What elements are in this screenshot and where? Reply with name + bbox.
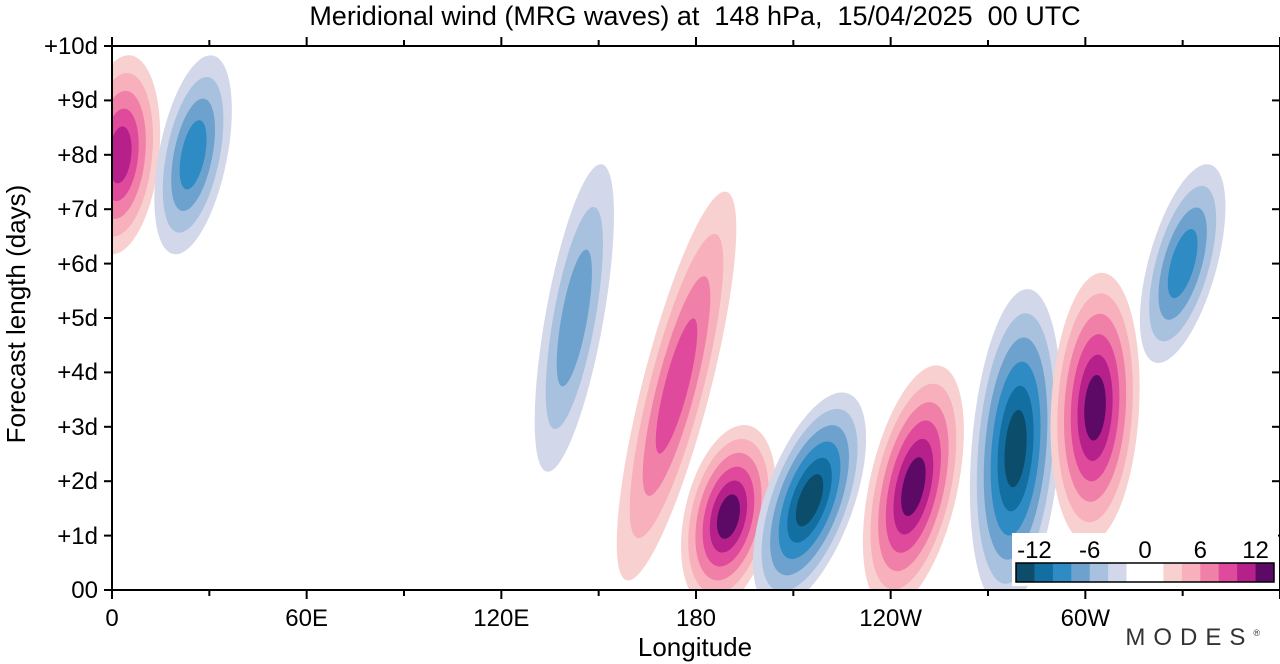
y-tick-label: +1d — [57, 522, 98, 550]
contour-feature-2 — [862, 365, 964, 590]
colorbar-swatch — [1071, 563, 1091, 582]
colorbar-frame — [1015, 562, 1275, 583]
colorbar-swatch — [1034, 563, 1054, 582]
colorbar-tick-label: -12 — [1017, 537, 1052, 564]
x-axis-label: Longitude — [637, 632, 753, 662]
contour-feature-9 — [154, 55, 232, 255]
y-tick-label: 00 — [71, 577, 98, 604]
x-tick-label: 120W — [859, 605, 922, 632]
colorbar-tick-label: -6 — [1079, 537, 1101, 564]
contour-band — [655, 318, 698, 454]
y-tick-label: +9d — [57, 87, 98, 115]
contour-feature-0 — [681, 425, 776, 590]
colorbar-swatch — [1163, 563, 1183, 582]
colorbar-swatch — [1200, 563, 1220, 582]
y-tick-label: +3d — [57, 413, 98, 441]
colorbar-swatch — [1108, 563, 1128, 582]
colorbar-tick-label: 0 — [1138, 537, 1152, 564]
x-tick-label: 180 — [675, 605, 717, 632]
x-tick-label: 0 — [105, 605, 119, 632]
contour-band — [556, 249, 592, 387]
y-tick-label: +4d — [57, 359, 98, 387]
contour-feature-6 — [616, 191, 737, 581]
contour-band — [179, 120, 207, 190]
contour-band — [112, 126, 132, 184]
contour-band — [716, 494, 740, 539]
x-tick-label: 60E — [285, 605, 328, 632]
contour-feature-7 — [534, 164, 614, 472]
y-tick-label: +8d — [57, 141, 98, 169]
colorbar-swatch — [1237, 563, 1257, 582]
colorbar-swatch — [1126, 563, 1146, 582]
colorbar-swatch — [1016, 563, 1035, 582]
contour-feature-4 — [1050, 272, 1140, 543]
colorbar-swatch — [1255, 563, 1275, 582]
x-tick-label: 60W — [1060, 605, 1110, 632]
modes-logo: MODES® — [1125, 624, 1260, 651]
colorbar-swatch — [1089, 563, 1109, 582]
colorbar — [1012, 533, 1278, 586]
y-tick-label: +10d — [43, 33, 98, 60]
colorbar-swatch — [1145, 563, 1164, 582]
contour-feature-3 — [969, 289, 1062, 590]
contour-band — [795, 474, 824, 527]
y-tick-label: +7d — [57, 196, 98, 224]
colorbar-swatch — [1218, 563, 1238, 582]
colorbar-swatch — [1052, 563, 1072, 582]
x-tick-label: 120E — [473, 605, 530, 632]
contour-feature-8 — [112, 55, 161, 255]
colorbar-swatch — [1181, 563, 1201, 582]
contour-band — [1084, 375, 1106, 441]
colorbar-tick-label: 6 — [1193, 537, 1207, 564]
contour-band — [1004, 409, 1027, 488]
chart-title: Meridional wind (MRG waves) at 148 hPa, … — [309, 1, 1081, 31]
y-tick-label: +6d — [57, 250, 98, 278]
contour-feature-1 — [752, 392, 867, 590]
y-tick-label: +5d — [57, 305, 98, 332]
contour-band — [1167, 229, 1198, 299]
y-tick-label: +2d — [57, 468, 98, 496]
colorbar-tick-label: 12 — [1242, 537, 1269, 564]
contour-feature-5 — [1139, 164, 1226, 363]
contour-band — [901, 457, 926, 517]
